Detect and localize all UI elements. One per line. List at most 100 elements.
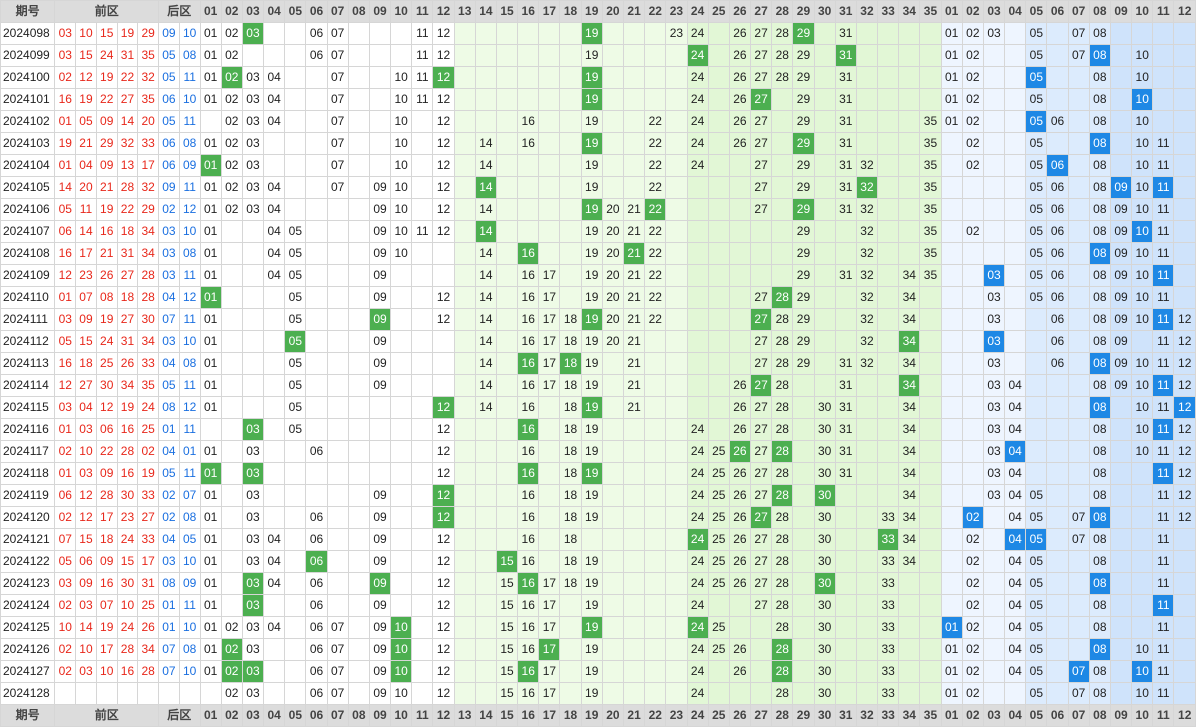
front-col-header[interactable]: 11: [411, 704, 434, 727]
front-col-header[interactable]: 26: [728, 704, 752, 727]
table-row[interactable]: 2024101 16 19 22 27 35 06 10 01 02 03 04 07 10 11 12 19 2…: [0, 88, 1196, 111]
front-col-header[interactable]: 17: [538, 704, 561, 727]
back-col-header[interactable]: 07: [1067, 0, 1090, 23]
front-col-header[interactable]: 23: [665, 0, 688, 23]
front-col-header[interactable]: 14: [474, 0, 497, 23]
table-row[interactable]: 2024106 05 11 19 22 29 02 12 01 02 03 04 09 10 12 14 19 2…: [0, 198, 1196, 221]
front-col-header[interactable]: 22: [644, 704, 667, 727]
front-col-header[interactable]: 02: [220, 704, 243, 727]
table-row[interactable]: 2024102 01 05 09 14 20 05 11 02 03 04 07 10 12 16 19 22 2…: [0, 110, 1196, 133]
front-col-header[interactable]: 01: [199, 704, 222, 727]
front-col-header[interactable]: 22: [644, 0, 667, 23]
table-row[interactable]: 2024119 06 12 28 30 33 02 07 01 03 09 12 16 18 19 24 25 2…: [0, 484, 1196, 507]
front-col-header[interactable]: 05: [284, 0, 307, 23]
front-col-header[interactable]: 33: [877, 0, 900, 23]
front-col-header[interactable]: 06: [305, 704, 328, 727]
table-row[interactable]: 2024124 02 03 07 10 25 01 11 01 03 06 09 12 15 16 17 19 2…: [0, 594, 1196, 617]
back-col-header[interactable]: 04: [1004, 0, 1027, 23]
front-col-header[interactable]: 33: [877, 704, 900, 727]
table-row[interactable]: 2024109 12 23 26 27 28 03 11 01 04 05 09 14 16 17 19 20 2…: [0, 264, 1196, 287]
front-col-header[interactable]: 14: [474, 704, 497, 727]
back-col-header[interactable]: 07: [1067, 704, 1090, 727]
table-row[interactable]: 2024122 05 06 09 15 17 03 10 01 03 04 06 09 12 15 16 18 1…: [0, 550, 1196, 573]
front-col-header[interactable]: 08: [347, 704, 370, 727]
back-col-header[interactable]: 04: [1004, 704, 1027, 727]
table-row[interactable]: 2024127 02 03 10 16 28 07 10 01 02 03 06 07 09 10 12 15 1…: [0, 660, 1196, 683]
front-col-header[interactable]: 10: [390, 704, 413, 727]
front-col-header[interactable]: 10: [390, 0, 413, 23]
back-col-header[interactable]: 05: [1025, 704, 1048, 727]
back-zone-header[interactable]: 后区: [158, 704, 201, 727]
table-row[interactable]: 2024113 16 18 25 26 33 04 08 01 05 09 14 16 17 18 19 21 2…: [0, 352, 1196, 375]
back-col-header[interactable]: 11: [1152, 0, 1175, 23]
front-col-header[interactable]: 20: [601, 704, 624, 727]
front-col-header[interactable]: 28: [771, 704, 794, 727]
back-col-header[interactable]: 08: [1088, 0, 1111, 23]
back-zone-header[interactable]: 后区: [158, 0, 201, 23]
front-col-header[interactable]: 13: [453, 704, 476, 727]
front-col-header[interactable]: 24: [686, 0, 709, 23]
table-row[interactable]: 2024108 16 17 21 31 34 03 08 01 04 05 09 10 14 16 19 20 2…: [0, 242, 1196, 265]
front-col-header[interactable]: 17: [538, 0, 561, 23]
front-col-header[interactable]: 04: [263, 704, 286, 727]
back-col-header[interactable]: 10: [1131, 0, 1154, 23]
back-col-header[interactable]: 12: [1173, 0, 1196, 23]
front-col-header[interactable]: 18: [559, 0, 582, 23]
front-col-header[interactable]: 06: [305, 0, 328, 23]
front-col-header[interactable]: 19: [580, 704, 603, 727]
table-row[interactable]: 2024128 02 03 06 07 09 10 12 15 16 17 19 24 28 30 33 01 0…: [0, 682, 1196, 705]
front-col-header[interactable]: 21: [622, 0, 646, 23]
back-col-header[interactable]: 01: [940, 0, 963, 23]
table-row[interactable]: 2024121 07 15 18 24 33 04 05 01 03 04 06 09 12 16 18 24 2…: [0, 528, 1196, 551]
front-col-header[interactable]: 25: [707, 0, 730, 23]
front-col-header[interactable]: 21: [622, 704, 646, 727]
front-col-header[interactable]: 16: [517, 0, 540, 23]
front-zone-header[interactable]: 前区: [54, 0, 160, 23]
front-col-header[interactable]: 30: [813, 0, 836, 23]
back-col-header[interactable]: 02: [961, 0, 984, 23]
table-row[interactable]: 2024125 10 14 19 24 26 01 10 01 02 03 04 06 07 09 10 12 1…: [0, 616, 1196, 639]
front-col-header[interactable]: 01: [199, 0, 222, 23]
front-col-header[interactable]: 07: [326, 0, 349, 23]
front-col-header[interactable]: 31: [834, 704, 857, 727]
table-row[interactable]: 2024107 06 14 16 18 34 03 10 01 04 05 09 10 11 12 14 19 2…: [0, 220, 1196, 243]
front-col-header[interactable]: 19: [580, 0, 603, 23]
table-row[interactable]: 2024117 02 10 22 28 02 04 01 01 03 06 12 16 18 19 24 25 2…: [0, 440, 1196, 463]
front-col-header[interactable]: 27: [750, 0, 773, 23]
table-row[interactable]: 2024118 01 03 09 16 19 05 11 01 03 12 16 18 19 24 25 26 2…: [0, 462, 1196, 485]
table-row[interactable]: 2024105 14 20 21 28 32 09 11 01 02 03 04 07 09 10 12 14 1…: [0, 176, 1196, 199]
front-col-header[interactable]: 11: [411, 0, 434, 23]
table-row[interactable]: 2024100 02 12 19 22 32 05 11 01 02 03 04 07 10 11 12 19 2…: [0, 66, 1196, 89]
front-col-header[interactable]: 28: [771, 0, 794, 23]
table-row[interactable]: 2024115 03 04 12 19 24 08 12 01 05 12 14 16 18 19 21 26 2…: [0, 396, 1196, 419]
table-row[interactable]: 2024110 01 07 08 18 28 04 12 01 05 09 12 14 16 17 19 20 2…: [0, 286, 1196, 309]
front-col-header[interactable]: 02: [220, 0, 243, 23]
front-col-header[interactable]: 29: [792, 0, 815, 23]
table-row[interactable]: 2024099 03 15 24 31 35 05 08 01 02 06 07 11 12 19 24 26 2…: [0, 44, 1196, 67]
front-col-header[interactable]: 24: [686, 704, 709, 727]
back-col-header[interactable]: 09: [1109, 0, 1133, 23]
front-col-header[interactable]: 15: [495, 0, 519, 23]
back-col-header[interactable]: 06: [1046, 704, 1069, 727]
front-col-header[interactable]: 18: [559, 704, 582, 727]
front-col-header[interactable]: 07: [326, 704, 349, 727]
front-col-header[interactable]: 12: [432, 0, 455, 23]
front-col-header[interactable]: 09: [368, 704, 392, 727]
issue-header[interactable]: 期号: [0, 0, 56, 23]
table-row[interactable]: 2024120 02 12 17 23 27 02 08 01 03 06 09 12 16 18 19 24 2…: [0, 506, 1196, 529]
front-col-header[interactable]: 32: [855, 0, 879, 23]
table-row[interactable]: 2024111 03 09 19 27 30 07 11 01 05 09 12 14 16 17 18 19 2…: [0, 308, 1196, 331]
table-row[interactable]: 2024123 03 09 16 30 31 08 09 01 03 04 06 09 12 15 16 17 1…: [0, 572, 1196, 595]
back-col-header[interactable]: 09: [1109, 704, 1133, 727]
front-col-header[interactable]: 35: [919, 704, 942, 727]
front-col-header[interactable]: 09: [368, 0, 392, 23]
front-col-header[interactable]: 27: [750, 704, 773, 727]
front-col-header[interactable]: 05: [284, 704, 307, 727]
back-col-header[interactable]: 12: [1173, 704, 1196, 727]
table-row[interactable]: 2024114 12 27 30 34 35 05 11 01 05 09 14 16 17 18 19 21 2…: [0, 374, 1196, 397]
front-col-header[interactable]: 31: [834, 0, 857, 23]
back-col-header[interactable]: 02: [961, 704, 984, 727]
table-row[interactable]: 2024112 05 15 24 31 34 03 10 01 05 09 14 16 17 18 19 20 2…: [0, 330, 1196, 353]
front-col-header[interactable]: 26: [728, 0, 752, 23]
front-col-header[interactable]: 23: [665, 704, 688, 727]
